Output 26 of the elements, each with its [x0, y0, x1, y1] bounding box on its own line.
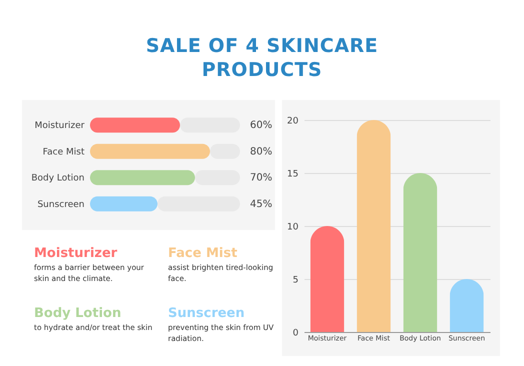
- bar: [450, 279, 484, 332]
- y-tick-label: 20: [287, 116, 299, 126]
- text: Face Mist: [168, 246, 238, 261]
- bar: [90, 144, 210, 159]
- bar: [158, 196, 240, 212]
- bar: [90, 196, 158, 212]
- bar: [310, 226, 344, 332]
- data-label: 70%: [250, 172, 272, 184]
- y-tick-label: 10: [287, 222, 299, 232]
- bar: [90, 170, 195, 186]
- y-tick-label: Sunscreen: [37, 200, 84, 210]
- y-tick-label: 5: [292, 276, 298, 286]
- chart-title: SALE OF 4 SKINCARE PRODUCTS: [144, 34, 380, 82]
- bar: [403, 173, 438, 332]
- data-label: 60%: [250, 120, 272, 132]
- bar: [356, 120, 391, 332]
- y-tick-label: 0: [292, 328, 299, 338]
- y-tick-label: 15: [287, 170, 298, 180]
- bar: [180, 118, 240, 133]
- data-label: 80%: [250, 146, 272, 158]
- text: Sunscreen: [168, 306, 246, 321]
- data-label: 45%: [250, 198, 272, 210]
- y-tick-label: Moisturizer: [34, 121, 85, 132]
- bar: [90, 118, 180, 133]
- y-tick-label: Face Mist: [42, 147, 85, 158]
- y-tick-label: Body Lotion: [31, 174, 84, 184]
